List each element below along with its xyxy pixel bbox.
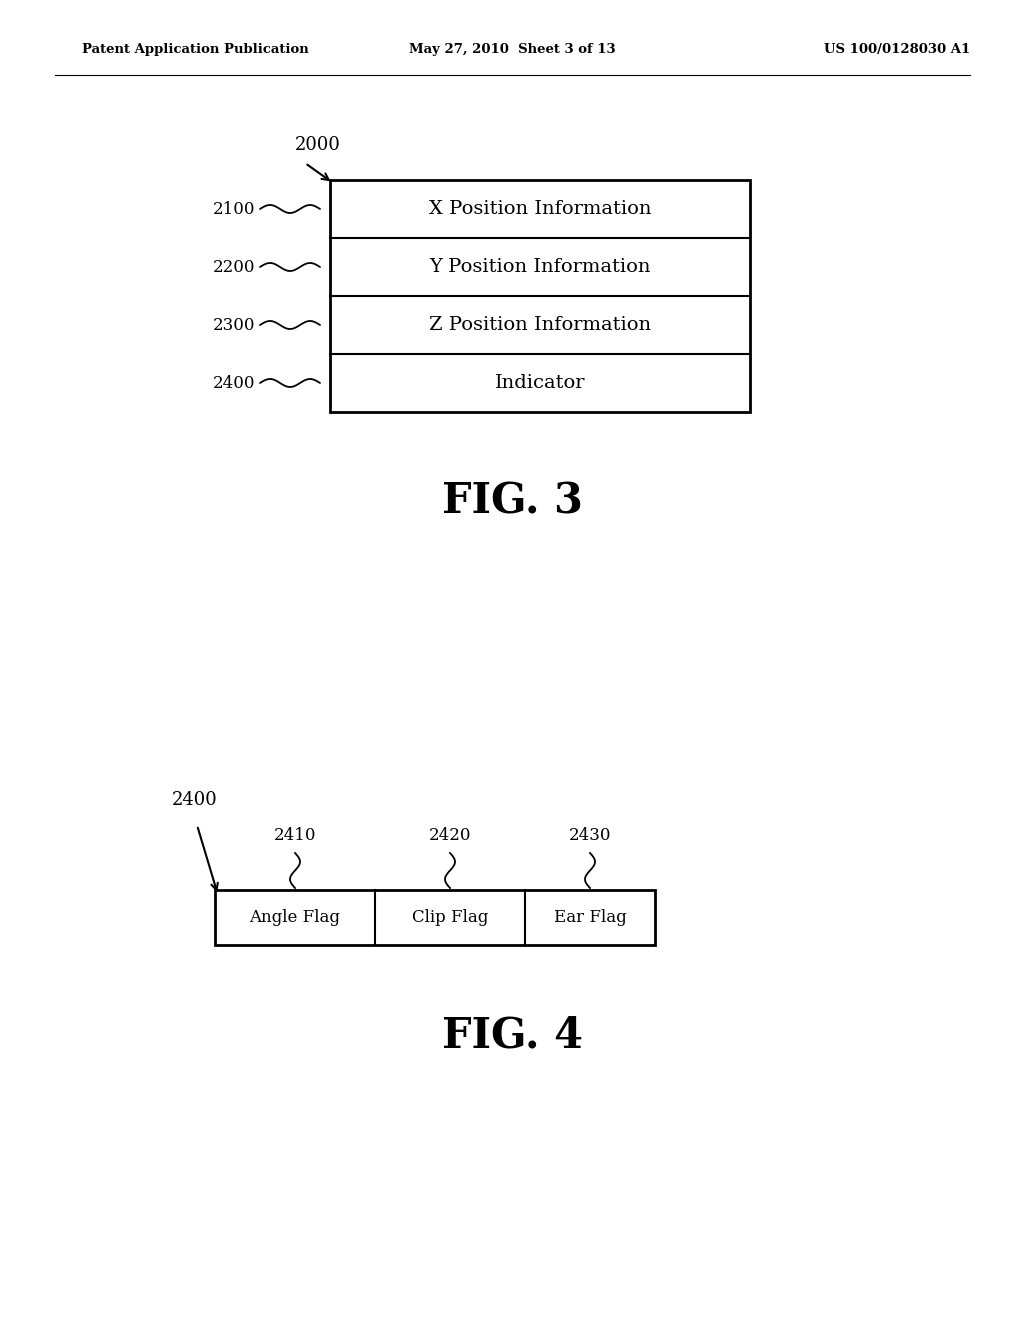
Text: 2100: 2100 — [213, 201, 255, 218]
Text: FIG. 3: FIG. 3 — [441, 480, 583, 523]
Text: 2400: 2400 — [172, 791, 218, 809]
Text: 2400: 2400 — [213, 375, 255, 392]
Text: FIG. 4: FIG. 4 — [441, 1014, 583, 1056]
Text: May 27, 2010  Sheet 3 of 13: May 27, 2010 Sheet 3 of 13 — [409, 44, 615, 57]
Text: Indicator: Indicator — [495, 374, 586, 392]
Text: Y Position Information: Y Position Information — [429, 257, 650, 276]
Bar — [330, 180, 750, 412]
Text: 2420: 2420 — [429, 826, 471, 843]
Text: 2000: 2000 — [295, 136, 341, 154]
Text: 2300: 2300 — [213, 317, 255, 334]
Text: X Position Information: X Position Information — [429, 201, 651, 218]
Text: Ear Flag: Ear Flag — [554, 909, 627, 927]
Text: Clip Flag: Clip Flag — [412, 909, 488, 927]
Bar — [215, 890, 655, 945]
Text: 2200: 2200 — [213, 259, 255, 276]
Text: Angle Flag: Angle Flag — [250, 909, 341, 927]
Text: Patent Application Publication: Patent Application Publication — [82, 44, 309, 57]
Text: US 100/0128030 A1: US 100/0128030 A1 — [823, 44, 970, 57]
Text: 2410: 2410 — [273, 826, 316, 843]
Text: 2430: 2430 — [568, 826, 611, 843]
Text: Z Position Information: Z Position Information — [429, 315, 651, 334]
